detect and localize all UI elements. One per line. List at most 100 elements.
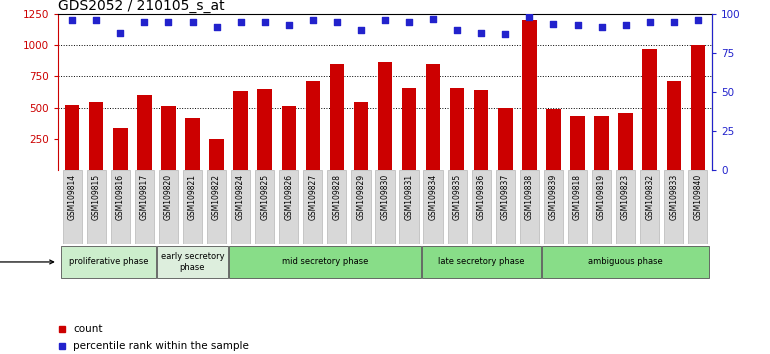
Bar — [642, 49, 657, 170]
Text: GSM109834: GSM109834 — [429, 174, 437, 220]
Text: GSM109822: GSM109822 — [212, 174, 221, 219]
Bar — [378, 62, 392, 170]
Point — [619, 22, 631, 28]
Bar — [135, 170, 154, 244]
Point — [210, 24, 223, 29]
Bar — [544, 170, 563, 244]
Point — [90, 18, 102, 23]
Text: GSM109814: GSM109814 — [68, 174, 77, 220]
Text: proliferative phase: proliferative phase — [69, 257, 148, 267]
Bar — [424, 170, 443, 244]
Bar — [306, 81, 320, 170]
Text: GSM109832: GSM109832 — [645, 174, 654, 220]
Bar — [86, 170, 106, 244]
Text: mid secretory phase: mid secretory phase — [282, 257, 368, 267]
Bar — [568, 170, 587, 244]
Point — [379, 18, 391, 23]
Text: GSM109828: GSM109828 — [333, 174, 341, 219]
Bar — [229, 246, 420, 278]
Text: GSM109816: GSM109816 — [116, 174, 125, 220]
Text: GSM109825: GSM109825 — [260, 174, 269, 220]
Bar — [182, 170, 202, 244]
Point — [186, 19, 199, 25]
Bar — [61, 246, 156, 278]
Bar — [113, 127, 128, 170]
Bar — [231, 170, 250, 244]
Bar — [520, 170, 539, 244]
Bar — [496, 170, 515, 244]
Text: ambiguous phase: ambiguous phase — [588, 257, 663, 267]
Bar — [592, 170, 611, 244]
Text: GSM109838: GSM109838 — [525, 174, 534, 220]
Text: early secretory
phase: early secretory phase — [161, 252, 224, 272]
Bar — [351, 170, 370, 244]
Bar — [618, 113, 633, 170]
Text: GSM109837: GSM109837 — [500, 174, 510, 220]
Bar — [616, 170, 635, 244]
Point — [691, 18, 704, 23]
Bar — [279, 170, 299, 244]
Bar — [426, 64, 440, 170]
Point — [283, 22, 295, 28]
Bar — [450, 88, 464, 170]
Bar — [327, 170, 346, 244]
Bar — [471, 170, 491, 244]
Text: GSM109820: GSM109820 — [164, 174, 173, 220]
Text: GSM109823: GSM109823 — [621, 174, 630, 220]
Point — [571, 22, 584, 28]
Text: GDS2052 / 210105_s_at: GDS2052 / 210105_s_at — [58, 0, 224, 13]
Text: GSM109817: GSM109817 — [140, 174, 149, 220]
Bar — [640, 170, 659, 244]
Text: GSM109839: GSM109839 — [549, 174, 558, 220]
Bar — [546, 109, 561, 170]
Point — [475, 30, 487, 36]
Text: GSM109829: GSM109829 — [357, 174, 366, 220]
Text: other: other — [0, 257, 54, 267]
Bar — [89, 102, 103, 170]
Text: percentile rank within the sample: percentile rank within the sample — [73, 341, 249, 351]
Bar — [65, 105, 79, 170]
Bar — [159, 170, 178, 244]
Point — [427, 16, 439, 22]
Point — [330, 19, 343, 25]
Bar — [688, 170, 708, 244]
Text: GSM109819: GSM109819 — [597, 174, 606, 220]
Bar — [447, 170, 467, 244]
Bar — [282, 106, 296, 170]
Point — [644, 19, 656, 25]
Bar — [594, 116, 609, 170]
Bar — [186, 118, 199, 170]
Bar — [255, 170, 274, 244]
Point — [234, 19, 246, 25]
Point — [306, 18, 319, 23]
Bar — [157, 246, 228, 278]
Text: GSM109831: GSM109831 — [404, 174, 413, 220]
Point — [355, 27, 367, 33]
Text: GSM109818: GSM109818 — [573, 174, 582, 219]
Point — [139, 19, 151, 25]
Point — [259, 19, 271, 25]
Bar — [498, 108, 513, 170]
Bar — [375, 170, 394, 244]
Text: GSM109824: GSM109824 — [236, 174, 245, 220]
Bar — [667, 81, 681, 170]
Text: GSM109826: GSM109826 — [284, 174, 293, 220]
Bar — [571, 116, 584, 170]
Point — [162, 19, 175, 25]
Bar — [421, 246, 541, 278]
Text: GSM109835: GSM109835 — [453, 174, 462, 220]
Bar — [353, 102, 368, 170]
Bar — [137, 95, 152, 170]
Point — [499, 32, 511, 37]
Text: GSM109830: GSM109830 — [380, 174, 390, 220]
Text: GSM109815: GSM109815 — [92, 174, 101, 220]
Bar — [522, 21, 537, 170]
Bar — [474, 90, 488, 170]
Bar — [207, 170, 226, 244]
Bar — [400, 170, 419, 244]
Bar — [209, 139, 224, 170]
Bar — [257, 89, 272, 170]
Text: GSM109821: GSM109821 — [188, 174, 197, 219]
Bar — [330, 64, 344, 170]
Text: GSM109836: GSM109836 — [477, 174, 486, 220]
